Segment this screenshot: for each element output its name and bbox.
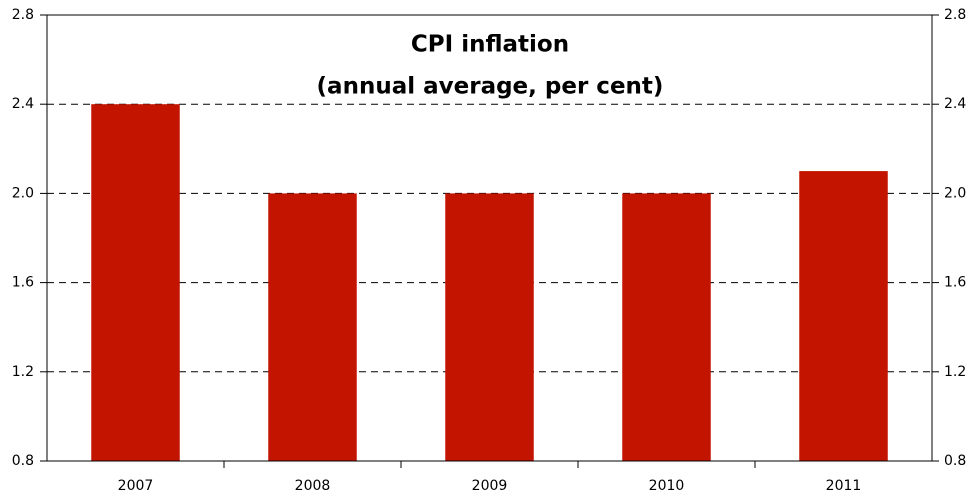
y2-tick-label: 1.2 xyxy=(944,364,966,380)
y-tick-label: 1.6 xyxy=(12,275,34,291)
bar xyxy=(268,193,357,461)
x-tick-label: 2010 xyxy=(649,478,685,494)
y2-tick-label: 2.8 xyxy=(944,7,966,23)
x-tick-label: 2009 xyxy=(472,478,508,494)
y-tick-label: 0.8 xyxy=(12,453,34,469)
y-tick-label: 2.4 xyxy=(12,96,34,112)
y2-tick-label: 1.6 xyxy=(944,275,966,291)
bar xyxy=(799,171,888,461)
bar xyxy=(445,193,534,461)
y2-tick-label: 2.4 xyxy=(944,96,966,112)
x-tick-label: 2007 xyxy=(118,478,154,494)
y-tick-label: 1.2 xyxy=(12,364,34,380)
y-tick-label: 2.8 xyxy=(12,7,34,23)
x-tick-label: 2008 xyxy=(295,478,331,494)
chart-title: CPI inflation xyxy=(411,32,569,58)
plot-frame xyxy=(46,14,933,462)
bar xyxy=(622,193,711,461)
y2-tick-label: 0.8 xyxy=(944,453,966,469)
bar xyxy=(91,104,180,461)
y2-tick-label: 2.0 xyxy=(944,185,966,201)
y-tick-label: 2.0 xyxy=(12,185,34,201)
chart-subtitle: (annual average, per cent) xyxy=(317,74,664,100)
x-tick-label: 2011 xyxy=(826,478,862,494)
